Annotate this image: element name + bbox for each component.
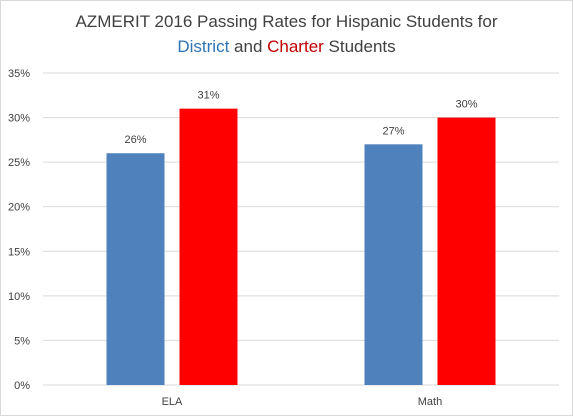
y-tick-label: 5% — [14, 335, 30, 347]
y-tick-label: 20% — [8, 202, 30, 214]
title-and-word: and — [229, 37, 268, 56]
bar-district-ela — [106, 153, 165, 385]
y-tick-label: 30% — [8, 113, 30, 125]
title-charter-word: Charter — [267, 37, 324, 56]
bar-charter-ela — [179, 108, 238, 386]
y-tick-label: 15% — [8, 246, 30, 258]
y-tick-label: 25% — [8, 157, 30, 169]
y-tick-label: 35% — [8, 68, 30, 80]
title-district-word: District — [177, 37, 230, 56]
y-tick-label: 10% — [8, 291, 30, 303]
data-label: 31% — [197, 90, 219, 102]
title-students-word: Students — [323, 37, 396, 56]
title-line-1: AZMERIT 2016 Passing Rates for Hispanic … — [75, 12, 498, 31]
y-tick-label: 0% — [14, 380, 30, 392]
data-label: 26% — [124, 134, 146, 146]
data-label: 27% — [382, 125, 404, 137]
x-category-label: ELA — [162, 396, 183, 408]
title-line-2: District and Charter Students — [1, 34, 572, 59]
x-axis-categories: ELA Math — [162, 396, 443, 408]
chart-title: AZMERIT 2016 Passing Rates for Hispanic … — [1, 9, 572, 59]
bar-charter-math — [437, 117, 496, 386]
data-labels: 26% 31% 27% 30% — [124, 90, 477, 147]
y-axis-ticks: 0% 5% 10% 15% 20% 25% 30% 35% — [8, 68, 30, 392]
data-label: 30% — [455, 99, 477, 111]
bar-district-math — [364, 144, 423, 385]
x-category-label: Math — [418, 396, 442, 408]
bars — [106, 108, 496, 386]
